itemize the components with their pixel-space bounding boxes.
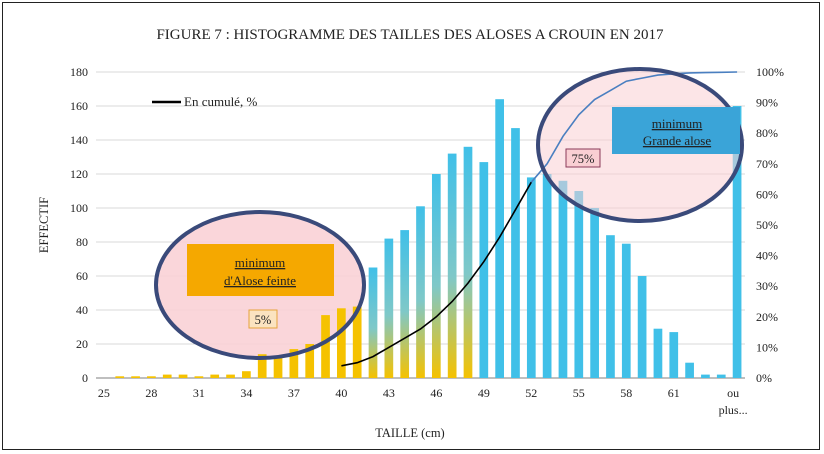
y-tick-label: 180 xyxy=(70,65,88,79)
y2-tick-label: 60% xyxy=(756,187,778,201)
bar xyxy=(194,376,204,378)
bar xyxy=(669,332,679,378)
bar xyxy=(511,128,520,378)
bar xyxy=(716,374,726,378)
bar xyxy=(384,238,394,378)
bar xyxy=(178,374,188,378)
bar xyxy=(732,106,742,378)
y-axis-right: 0% 10% 20% 30% 40% 50% 60% 70% 80% 90% 100% xyxy=(756,65,784,385)
grande-alose-box-line1: minimum xyxy=(652,116,703,131)
bar xyxy=(447,153,457,378)
x-tick-label: 37 xyxy=(288,386,300,400)
label-5pct-box xyxy=(248,309,278,329)
bar xyxy=(479,162,489,378)
alose-feinte-box-line2: d'Alose feinte xyxy=(224,273,296,288)
bar xyxy=(162,374,172,378)
y-tick-label: 20 xyxy=(76,337,88,351)
x-tick-label: 61 xyxy=(668,386,680,400)
bar xyxy=(147,376,156,378)
x-tick-label: 34 xyxy=(240,386,252,400)
y2-tick-label: 0% xyxy=(756,371,772,385)
y2-tick-label: 90% xyxy=(756,96,778,110)
x-tick-label: 25 xyxy=(98,386,110,400)
y2-tick-label: 100% xyxy=(756,65,784,79)
x-axis: 25 28 31 34 37 40 43 46 49 52 55 58 61 ou plus... xyxy=(98,386,748,417)
bar xyxy=(431,174,441,378)
bar xyxy=(273,357,283,378)
y2-tick-label: 80% xyxy=(756,126,778,140)
bar xyxy=(701,374,710,378)
cumulative-line xyxy=(341,181,532,367)
y-tick-label: 60 xyxy=(76,269,88,283)
grande-alose-ellipse-border xyxy=(536,67,744,223)
x-tick-label: 55 xyxy=(573,386,585,400)
y2-tick-label: 50% xyxy=(756,218,778,232)
bar xyxy=(321,315,330,378)
x-tick-label: 43 xyxy=(383,386,395,400)
y-axis-left: 0 20 40 60 80 100 120 140 160 180 xyxy=(70,65,88,385)
x-tick-label: 52 xyxy=(525,386,537,400)
bar xyxy=(210,374,220,378)
bar xyxy=(352,306,362,378)
label-75pct-box xyxy=(565,148,601,168)
bar xyxy=(574,191,584,378)
y-tick-label: 140 xyxy=(70,133,88,147)
bar xyxy=(257,354,267,378)
bar xyxy=(463,146,473,378)
bar xyxy=(242,371,251,378)
bar xyxy=(637,276,647,378)
x-tick-label-last: ou xyxy=(727,386,739,400)
y-axis-title: EFFECTIF xyxy=(37,197,51,253)
grande-alose-box-line2: Grande alose xyxy=(643,133,711,148)
x-tick-label-last-line2: plus... xyxy=(719,403,748,417)
bar xyxy=(131,376,140,378)
label-5pct: 5% xyxy=(255,313,272,327)
y-tick-label: 80 xyxy=(76,235,88,249)
bar xyxy=(653,328,663,378)
x-tick-label: 31 xyxy=(193,386,205,400)
alose-feinte-ellipse-border xyxy=(154,210,366,360)
x-axis-title: TAILLE (cm) xyxy=(375,426,444,440)
y2-tick-label: 10% xyxy=(756,340,778,354)
y-tick-label: 160 xyxy=(70,99,88,113)
y2-tick-label: 30% xyxy=(756,279,778,293)
y2-tick-label: 70% xyxy=(756,157,778,171)
bar xyxy=(368,267,378,378)
cumulative-line-upper xyxy=(530,71,738,183)
x-tick-label: 58 xyxy=(620,386,632,400)
bar xyxy=(400,230,410,378)
y2-tick-label: 40% xyxy=(756,249,778,263)
bar xyxy=(621,243,631,378)
y2-tick-label: 20% xyxy=(756,310,778,324)
alose-feinte-box xyxy=(187,244,334,296)
y-tick-label: 0 xyxy=(82,371,88,385)
bars xyxy=(115,99,742,378)
legend-label: En cumulé, % xyxy=(184,94,257,109)
y-tick-label: 120 xyxy=(70,167,88,181)
bar xyxy=(526,177,536,378)
x-tick-label: 28 xyxy=(145,386,157,400)
y-tick-label: 40 xyxy=(76,303,88,317)
grande-alose-box xyxy=(612,107,740,154)
x-tick-label: 49 xyxy=(478,386,490,400)
bar xyxy=(590,208,599,378)
alose-feinte-box-line1: minimum xyxy=(235,255,286,270)
label-75pct: 75% xyxy=(572,152,595,166)
bar xyxy=(289,349,299,378)
bar xyxy=(305,344,315,378)
bar xyxy=(685,362,694,378)
x-tick-label: 46 xyxy=(430,386,442,400)
bar xyxy=(542,174,552,378)
bar xyxy=(337,308,346,378)
bar xyxy=(558,180,568,378)
bar xyxy=(416,206,425,378)
bar xyxy=(226,374,235,378)
bar xyxy=(606,235,615,378)
x-tick-label: 40 xyxy=(335,386,347,400)
y-tick-label: 100 xyxy=(70,201,88,215)
bar xyxy=(115,376,125,378)
chart-title: FIGURE 7 : HISTOGRAMME DES TAILLES DES A… xyxy=(156,27,664,43)
